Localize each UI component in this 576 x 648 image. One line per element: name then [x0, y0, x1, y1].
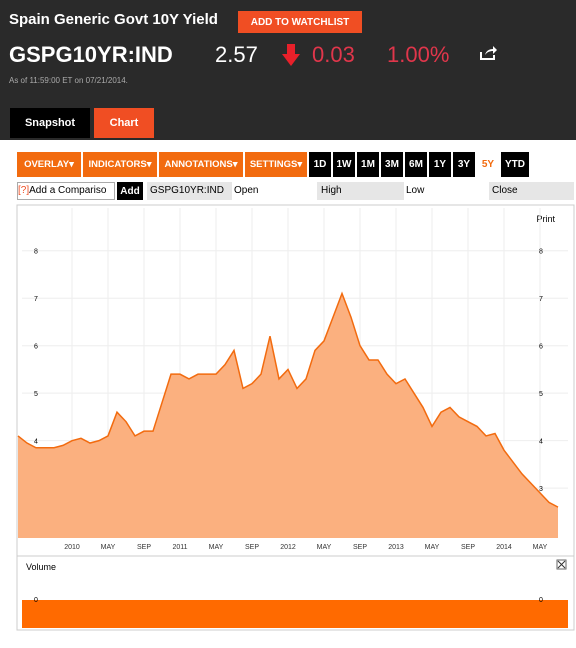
- field: Close: [489, 182, 574, 200]
- y-tick-label: 4: [539, 439, 543, 446]
- field: Open: [234, 185, 259, 196]
- title: Spain Generic Govt 10Y Yield: [9, 11, 218, 28]
- line: [17, 291, 559, 508]
- field: High: [317, 182, 404, 200]
- change: 0.03: [312, 42, 355, 67]
- y-tick-label: 7: [34, 296, 38, 303]
- x-tick-label: 2014: [496, 544, 512, 551]
- compare-input[interactable]: [?]Add a Compariso: [17, 182, 115, 200]
- range-button[interactable]: 5Y: [477, 152, 499, 177]
- range-button[interactable]: 1Y: [429, 152, 451, 177]
- range-button[interactable]: YTD: [501, 152, 529, 177]
- y-tick-label: 3: [539, 486, 543, 493]
- add-button[interactable]: Add: [117, 182, 143, 200]
- caret: ▾: [232, 159, 238, 170]
- y-tick-label: 4: [34, 439, 38, 446]
- y-tick-label: 7: [539, 296, 543, 303]
- down-arrow: [282, 44, 300, 66]
- y-tick-label: 0: [34, 597, 38, 604]
- menu[interactable]: SETTINGS ▾: [245, 152, 307, 177]
- help: [?]: [18, 185, 30, 196]
- y-tick-label: 5: [539, 391, 543, 398]
- field: Low: [406, 185, 425, 196]
- ticker: GSPG10YR:IND: [9, 42, 173, 67]
- x-tick-label: SEP: [353, 544, 367, 551]
- y-tick-label: 6: [539, 344, 543, 351]
- x-tick-label: MAY: [533, 544, 548, 551]
- x-tick-label: MAY: [425, 544, 440, 551]
- header: Spain Generic Govt 10Y Yield ADD TO WATC…: [0, 0, 576, 140]
- range-button[interactable]: 1D: [309, 152, 331, 177]
- chart-frame: [16, 204, 575, 631]
- range-button[interactable]: 3M: [381, 152, 403, 177]
- volume-title: Volume: [26, 562, 56, 572]
- placeholder: Add a Compariso: [29, 185, 107, 196]
- menu[interactable]: OVERLAY ▾: [17, 152, 81, 177]
- print[interactable]: Print: [536, 214, 555, 224]
- range-button[interactable]: 1M: [357, 152, 379, 177]
- range-button[interactable]: 3Y: [453, 152, 475, 177]
- change-pct: 1.00%: [387, 42, 450, 67]
- range-button[interactable]: 1W: [333, 152, 355, 177]
- x-tick-label: 2010: [64, 544, 80, 551]
- close-x: [557, 560, 566, 569]
- x-tick-label: MAY: [317, 544, 332, 551]
- x-tick-label: 2012: [280, 544, 296, 551]
- x-tick-label: MAY: [101, 544, 116, 551]
- caret: ▾: [146, 159, 152, 170]
- x-tick-label: 2011: [172, 544, 187, 551]
- share-icon[interactable]: [479, 45, 497, 61]
- y-tick-label: 8: [34, 249, 38, 256]
- toolbar: OVERLAY ▾ INDICATORS ▾ ANNOTATIONS ▾ SETTINGS ▾…: [17, 152, 574, 177]
- caret: ▾: [297, 159, 303, 170]
- y-tick-label: 0: [539, 597, 543, 604]
- area-fill: [18, 293, 558, 538]
- as-of: As of 11:59:00 ET on 07/21/2014.: [9, 76, 128, 85]
- x-tick-label: SEP: [245, 544, 259, 551]
- ticker-field: GSPG10YR:IND: [147, 182, 232, 200]
- compare-row: [?]Add a Compariso Add GSPG10YR:IND Open…: [17, 181, 574, 201]
- menu[interactable]: ANNOTATIONS ▾: [159, 152, 243, 177]
- x-tick-label: 2013: [388, 544, 404, 551]
- x-tick-label: MAY: [209, 544, 224, 551]
- tab[interactable]: Chart: [94, 108, 154, 138]
- caret: ▾: [69, 159, 74, 170]
- x-tick-label: SEP: [137, 544, 151, 551]
- y-tick-label: 8: [539, 249, 543, 256]
- volume-bar-area: [22, 600, 568, 628]
- price: 2.57: [215, 42, 258, 67]
- x-tick-label: SEP: [461, 544, 475, 551]
- menu[interactable]: INDICATORS ▾: [83, 152, 157, 177]
- range-button[interactable]: 6M: [405, 152, 427, 177]
- y-tick-label: 5: [34, 391, 38, 398]
- y-tick-label: 6: [34, 344, 38, 351]
- tab[interactable]: Snapshot: [10, 108, 90, 138]
- watchlist-button[interactable]: ADD TO WATCHLIST: [238, 11, 362, 33]
